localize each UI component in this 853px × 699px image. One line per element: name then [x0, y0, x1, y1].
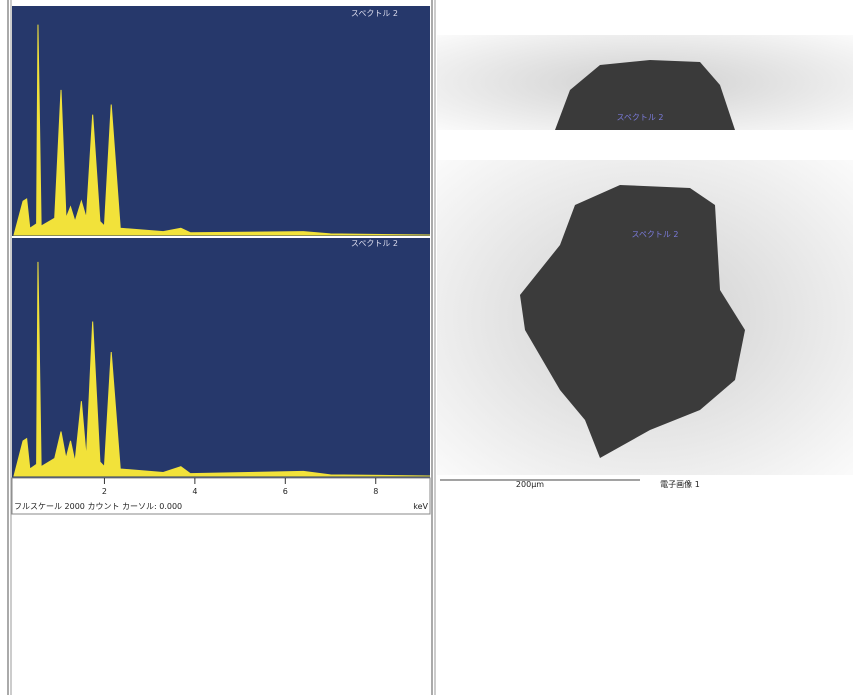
footer: フルスケール 2000 カウント カーソル: 0.000 — [14, 502, 182, 511]
x-tick-label: 4 — [192, 487, 197, 496]
spectrum-panel — [12, 238, 430, 478]
spectrum — [13, 261, 431, 477]
x-unit: keV — [413, 502, 428, 511]
x-tick-label: 6 — [283, 487, 288, 496]
particle — [520, 185, 745, 458]
spectrum-label: スペクトル 2 — [351, 239, 398, 248]
spectrum-panel — [12, 6, 430, 236]
caption: 電子画像 1 — [660, 479, 700, 489]
x-tick-label: 8 — [373, 487, 378, 496]
image-label: スペクトル 2 — [616, 113, 663, 122]
axis-strip — [11, 477, 431, 515]
spectrum — [13, 24, 431, 236]
x-tick-label: 2 — [102, 487, 107, 496]
scale-text: 200µm — [516, 480, 544, 489]
spectrum-label: スペクトル 2 — [351, 9, 398, 18]
image-label: スペクトル 2 — [631, 230, 678, 239]
particle — [555, 60, 735, 130]
